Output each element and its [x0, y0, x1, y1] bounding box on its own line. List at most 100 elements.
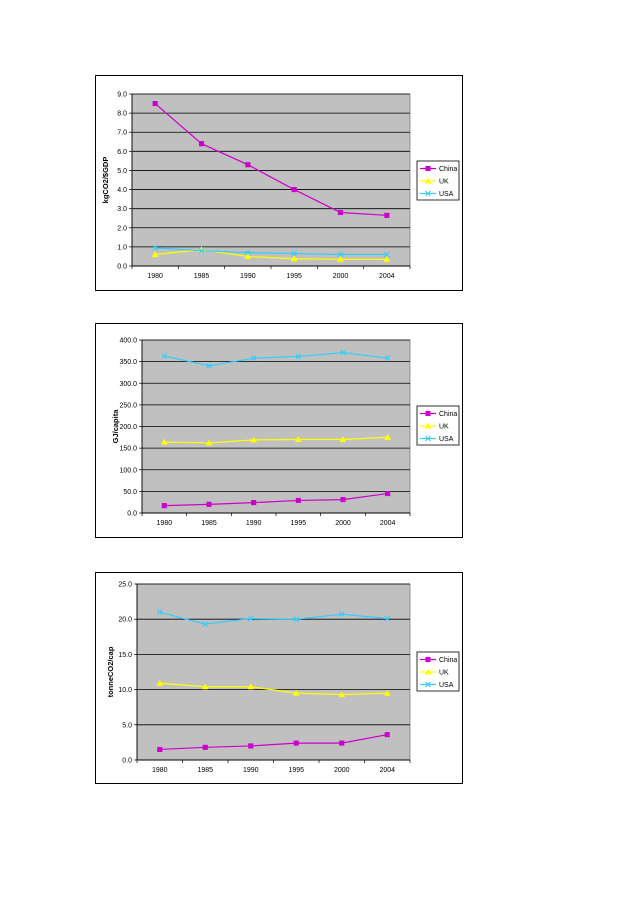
data-point	[160, 438, 168, 445]
y-tick-label: 10.0	[118, 687, 132, 694]
chart-svg: 0.0 50.0 100.0 150.0 200.0 250.0 300.0 350.0 400…	[111, 338, 460, 527]
data-point	[340, 349, 346, 356]
y-axis-label: GJ/capita	[111, 409, 120, 444]
data-point	[383, 689, 391, 696]
legend-label: China	[439, 166, 457, 173]
data-point	[294, 435, 302, 443]
y-tick-label: 2.0	[117, 225, 127, 232]
data-point	[156, 609, 163, 616]
y-tick-label: 3.0	[117, 206, 127, 213]
y-tick-label: 9.0	[117, 92, 127, 99]
data-point	[206, 363, 212, 369]
legend-label: UK	[439, 424, 449, 431]
data-point	[247, 683, 255, 690]
data-point	[198, 247, 205, 254]
legend-label: UK	[439, 670, 449, 677]
data-point	[248, 743, 254, 749]
x-tick-label: 1985	[194, 273, 210, 280]
data-point	[291, 187, 297, 193]
data-point	[337, 209, 344, 216]
y-tick-label: 50.0	[123, 489, 137, 496]
data-point	[250, 436, 258, 443]
y-tick-label: 15.0	[118, 652, 132, 659]
data-point	[338, 691, 346, 698]
chart-co2-per-capita: 0.0 5.0 10.0 15.0 20.0 25.0 1980 1985 1990 1995 20…	[95, 572, 463, 784]
data-point	[293, 616, 300, 623]
data-point	[384, 615, 391, 622]
x-tick-label: 1980	[152, 767, 168, 774]
legend: China UK USA	[416, 160, 460, 201]
data-point	[337, 255, 344, 262]
data-point	[244, 252, 252, 259]
y-axis-label: tonneCO2/cap	[106, 646, 115, 697]
chart-co2-per-gdp: 0.0 1.0 2.0 3.0 4.0 5.0 6.0 7.0 8.0 9.0 1980 1985 19…	[95, 75, 463, 291]
legend-marker	[425, 410, 431, 417]
y-tick-label: 250.0	[119, 402, 137, 409]
series-uk	[156, 679, 391, 698]
data-point	[292, 689, 300, 696]
y-tick-label: 1.0	[117, 244, 127, 251]
y-axis-label: kgCO2/$GDP	[101, 157, 110, 204]
y-tick-label: 200.0	[119, 424, 137, 431]
series-line	[164, 351, 388, 367]
data-point	[337, 251, 344, 258]
data-point	[157, 746, 163, 752]
data-point	[383, 255, 391, 262]
series-usa	[152, 244, 390, 258]
series-line	[155, 247, 387, 256]
y-tick-label: 4.0	[117, 187, 127, 194]
y-tick-label: 0.0	[127, 511, 137, 518]
y-tick-label: 6.0	[117, 149, 127, 156]
data-point	[290, 255, 298, 262]
x-tick-label: 1980	[157, 520, 173, 527]
legend-marker	[424, 668, 432, 675]
legend-marker	[424, 177, 432, 184]
data-point	[247, 615, 254, 622]
series-uk	[160, 433, 392, 446]
x-tick-label: 2004	[380, 520, 396, 527]
data-point	[338, 611, 345, 618]
series-usa	[156, 609, 391, 628]
legend-label: UK	[439, 179, 449, 186]
series-china	[161, 490, 391, 509]
series-line	[164, 492, 388, 507]
series-china	[152, 101, 390, 218]
data-point	[206, 501, 212, 507]
data-point	[245, 162, 251, 168]
legend-label: China	[439, 657, 457, 664]
data-point	[250, 355, 257, 362]
legend-label: China	[439, 411, 457, 418]
y-tick-label: 350.0	[119, 359, 137, 366]
data-point	[384, 212, 390, 218]
data-point	[384, 355, 391, 362]
data-point	[384, 433, 392, 440]
data-point	[295, 497, 301, 504]
series-line	[159, 611, 388, 625]
legend-marker	[425, 165, 431, 172]
series-line	[164, 436, 388, 444]
legend-label: USA	[439, 191, 454, 198]
data-point	[152, 101, 158, 107]
series-line	[159, 682, 388, 696]
legend-label: USA	[439, 436, 454, 443]
data-point	[161, 353, 168, 359]
x-tick-label: 2000	[335, 520, 351, 527]
data-point	[205, 439, 213, 446]
y-tick-label: 5.0	[122, 722, 132, 729]
data-point	[295, 353, 302, 360]
x-tick-label: 1995	[288, 767, 304, 774]
data-point	[202, 744, 208, 750]
data-point	[339, 435, 347, 443]
data-point	[383, 251, 390, 258]
x-tick-label: 2004	[379, 767, 395, 774]
plot-area	[136, 583, 411, 761]
y-tick-label: 8.0	[117, 111, 127, 118]
x-tick-label: 2004	[379, 273, 395, 280]
legend: China UK USA	[416, 651, 460, 692]
data-point	[384, 732, 390, 738]
data-point	[151, 251, 159, 258]
plot-area	[131, 93, 411, 267]
data-point	[385, 490, 391, 497]
x-tick-label: 1990	[240, 273, 256, 280]
data-point	[156, 679, 164, 686]
